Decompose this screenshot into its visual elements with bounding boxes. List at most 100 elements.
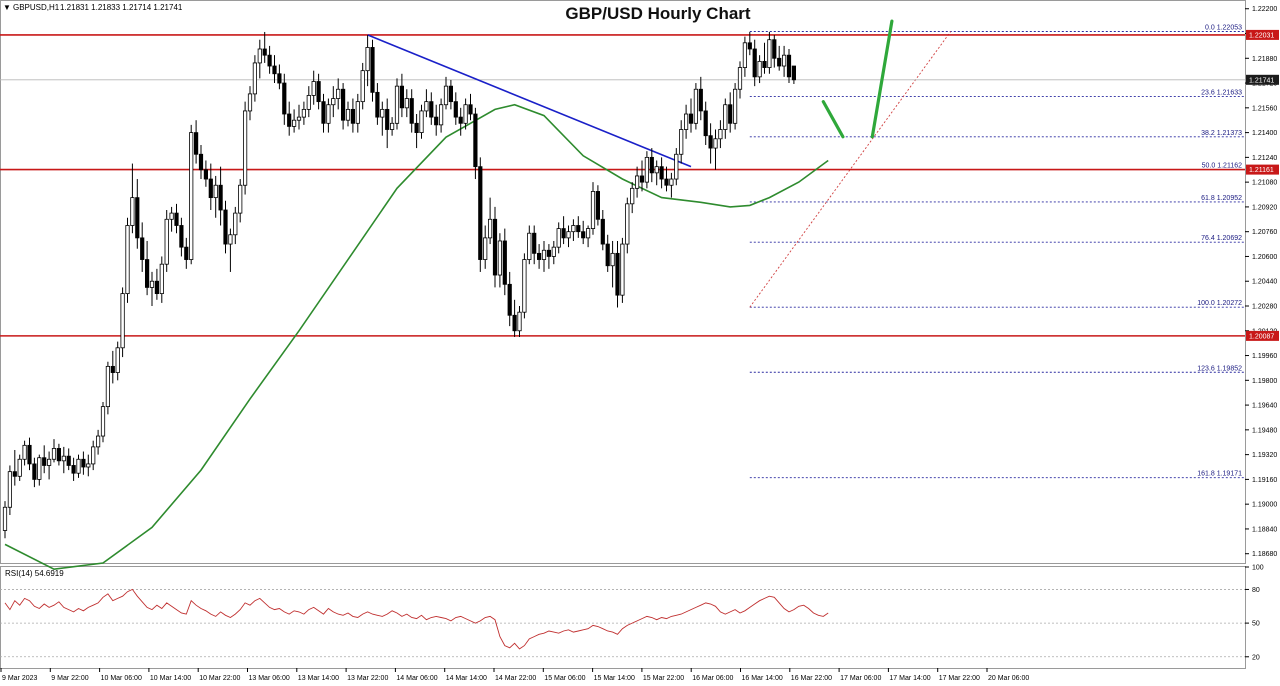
candle-body-bearish (399, 85, 405, 109)
candle (635, 166, 640, 198)
candle (86, 454, 91, 477)
candle (507, 271, 512, 327)
rsi-tick-label: 20 (1252, 654, 1260, 661)
time-tick-label: 16 Mar 14:00 (742, 675, 783, 682)
candle (164, 210, 169, 272)
rsi-label: RSI(14) 54.6919 (5, 569, 64, 578)
candle (497, 233, 503, 288)
candle-body-bullish (522, 259, 527, 313)
candle-body-bearish (203, 169, 208, 180)
candle (590, 182, 596, 235)
fib-level-label: 123.6 1.19852 (1197, 365, 1242, 372)
candle-body-bullish (590, 191, 596, 229)
candle-body-bullish (47, 458, 52, 466)
candle-body-bullish (238, 184, 243, 214)
candle (37, 454, 42, 486)
candle-body-bearish (512, 314, 517, 332)
candle (218, 166, 223, 226)
price-tick-label: 1.20920 (1252, 204, 1277, 211)
candle-body-bullish (291, 119, 297, 127)
candle-body-bearish (546, 249, 552, 257)
candle (350, 98, 356, 133)
candle (311, 70, 316, 105)
candle-body-bullish (125, 225, 130, 295)
candle-body-bullish (242, 110, 248, 186)
candle (556, 222, 561, 254)
candle-body-bullish (164, 218, 169, 265)
candle-body-bearish (772, 39, 777, 59)
collapse-triangle-icon[interactable]: ▼ (3, 3, 11, 12)
candle-body-bearish (42, 457, 47, 466)
price-tick-label: 1.19640 (1252, 403, 1277, 410)
candle (752, 39, 757, 87)
candle-body-bearish (66, 455, 71, 466)
candle (522, 253, 527, 319)
candle (252, 55, 257, 102)
candle-body-bearish (414, 122, 419, 133)
rsi-line (4, 588, 829, 650)
candle-body-bullish (737, 67, 743, 90)
candle (213, 175, 218, 218)
candle (600, 210, 605, 251)
price-tick-label: 1.21080 (1252, 180, 1277, 187)
candle (12, 449, 17, 486)
price-axis: 1.222001.220401.218801.217201.215601.214… (1245, 6, 1277, 558)
candle-body-bearish (193, 132, 199, 155)
candle-body-bullish (96, 435, 101, 448)
candle-body-bearish (27, 444, 32, 465)
candle (664, 166, 669, 192)
price-tick-label: 1.21560 (1252, 105, 1277, 112)
candle (51, 439, 57, 463)
candle-body-bullish (100, 406, 106, 437)
time-tick-label: 14 Mar 22:00 (495, 675, 536, 682)
candle-body-bearish (409, 98, 414, 124)
candle-body-bearish (81, 458, 86, 468)
candle (605, 234, 610, 272)
candle-body-bullish (37, 457, 42, 480)
candle (517, 305, 522, 337)
candle-body-bearish (698, 88, 703, 112)
price-tick-label: 1.19800 (1252, 378, 1277, 385)
candle-body-bullish (380, 108, 385, 118)
ohlc-label: 1.21831 1.21833 1.21714 1.21741 (60, 3, 183, 12)
candle-body-bearish (208, 178, 213, 199)
candle-body-bullish (76, 458, 81, 474)
candle-body-bullish (355, 101, 360, 124)
candle-body-bullish (345, 108, 351, 121)
candle (620, 237, 625, 303)
projection-down-leg (821, 100, 845, 139)
fib-anchor-line (749, 31, 952, 308)
time-tick-label: 14 Mar 06:00 (396, 675, 437, 682)
candle-body-bullish (566, 231, 571, 239)
candle-body-bullish (22, 444, 27, 460)
candle-body-bullish (228, 234, 233, 245)
candle-body-bearish (649, 156, 654, 174)
candle (277, 64, 282, 90)
candle (193, 120, 199, 164)
candle (684, 104, 689, 139)
fib-level-label: 61.8 1.20952 (1201, 195, 1242, 202)
time-tick-label: 20 Mar 06:00 (988, 675, 1029, 682)
candle (66, 448, 71, 471)
candle (546, 244, 552, 269)
candle (375, 83, 380, 125)
candle (502, 228, 507, 296)
candle (674, 148, 679, 186)
candle (772, 35, 777, 68)
candle (757, 55, 762, 84)
candle-body-bullish (733, 88, 738, 124)
candle-body-bullish (487, 218, 493, 239)
candle (120, 287, 125, 358)
candle-body-bearish (135, 197, 140, 239)
candle (576, 216, 581, 238)
candle-body-bullish (7, 471, 12, 508)
candle (306, 86, 311, 118)
price-tick-label: 1.19960 (1252, 353, 1277, 360)
candle (340, 83, 346, 130)
fib-level-label: 50.0 1.21162 (1202, 162, 1242, 169)
candle-body-bearish (140, 237, 145, 260)
candle (291, 109, 297, 133)
candle (47, 451, 52, 480)
candle (532, 225, 537, 265)
candle (703, 101, 708, 145)
